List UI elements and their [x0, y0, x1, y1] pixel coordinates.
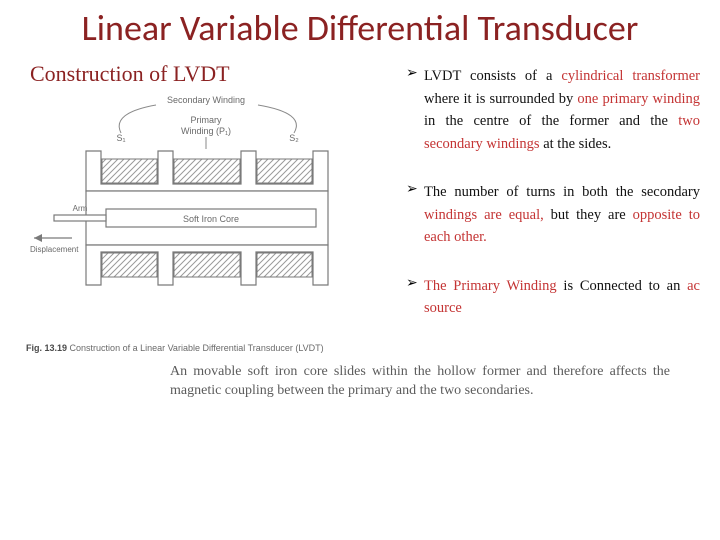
primary-winding-label-2: Winding (P₁) [181, 126, 231, 136]
bullet-text: LVDT consists of a cylindrical transform… [424, 65, 700, 155]
bullet-text: The number of turns in both the secondar… [424, 181, 700, 248]
primary-winding-label-1: Primary [191, 115, 222, 125]
bullet-text: The Primary Winding is Connected to an a… [424, 275, 700, 320]
slide-title: Linear Variable Differential Transducer [60, 8, 660, 49]
s1-label: S₁ [116, 133, 125, 143]
lvdt-figure: Secondary Winding Primary Winding (P₁) S… [26, 89, 386, 339]
winding-s2-bottom [257, 253, 312, 277]
arm [54, 215, 106, 221]
text-run: is Connected to an [557, 278, 687, 294]
text-run: in the centre of the former and the [424, 113, 678, 129]
slide: Linear Variable Differential Transducer … [0, 0, 720, 540]
figure-number: Fig. 13.19 [26, 343, 67, 353]
text-run: LVDT consists of a [424, 68, 561, 84]
right-column: ➢LVDT consists of a cylindrical transfor… [396, 61, 700, 353]
bullet-marker: ➢ [406, 65, 424, 155]
displacement-label: Displacement [30, 245, 79, 254]
figure-caption: Fig. 13.19 Construction of a Linear Vari… [26, 343, 396, 353]
text-run: windings are equal, [424, 207, 544, 223]
winding-s1-top [102, 159, 157, 183]
bullet-item: ➢The Primary Winding is Connected to an … [406, 275, 700, 320]
secondary-winding-label: Secondary Winding [167, 95, 245, 105]
text-run: cylindrical transformer [561, 68, 700, 84]
lead-line [258, 105, 296, 133]
bullet-item: ➢LVDT consists of a cylindrical transfor… [406, 65, 700, 155]
winding-p1-bottom [174, 253, 240, 277]
arm-label: Arm [73, 204, 88, 213]
winding-p1-top [174, 159, 240, 183]
bullet-item: ➢The number of turns in both the seconda… [406, 181, 700, 248]
lead-line [119, 105, 156, 133]
winding-s2-top [257, 159, 312, 183]
bullet-marker: ➢ [406, 275, 424, 320]
text-run: one primary winding [577, 91, 700, 107]
text-run: The Primary Winding [424, 278, 557, 294]
s2-label: S₂ [289, 133, 299, 143]
text-run: where it is surrounded by [424, 91, 577, 107]
displacement-arrow [34, 234, 72, 242]
text-run: but they are [544, 207, 633, 223]
left-column: Construction of LVDT Secondary Winding P… [20, 61, 396, 353]
footnote: An movable soft iron core slides within … [170, 363, 670, 401]
content-columns: Construction of LVDT Secondary Winding P… [20, 61, 700, 353]
figure-caption-text: Construction of a Linear Variable Differ… [70, 343, 324, 353]
section-heading: Construction of LVDT [20, 61, 396, 87]
core-label: Soft Iron Core [183, 214, 239, 224]
text-run: at the sides. [540, 136, 612, 152]
bullet-marker: ➢ [406, 181, 424, 248]
bullet-list: ➢LVDT consists of a cylindrical transfor… [406, 65, 700, 319]
text-run: The number of turns in both the secondar… [424, 184, 700, 200]
winding-s1-bottom [102, 253, 157, 277]
